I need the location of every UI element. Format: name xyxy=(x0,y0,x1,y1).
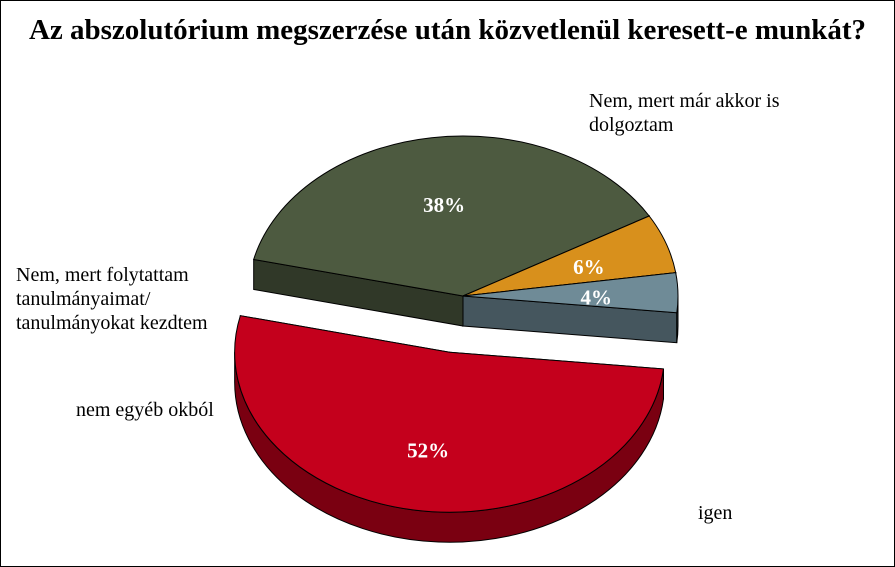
slice xyxy=(234,315,665,513)
value-label: 4% xyxy=(581,286,613,310)
category-label: igen xyxy=(698,502,733,524)
category-label: Nem, mert folytattam tanulmányaimat/ tan… xyxy=(16,264,208,334)
value-label: 38% xyxy=(423,193,465,217)
category-label: nem egyéb okból xyxy=(76,399,214,421)
value-label: 52% xyxy=(407,439,449,463)
slice xyxy=(462,272,679,314)
chart-title: Az abszolutórium megszerzése után közvet… xyxy=(28,14,867,46)
category-label: Nem, mert már akkor is dolgoztam xyxy=(589,90,780,136)
slice xyxy=(253,135,650,297)
value-label: 6% xyxy=(573,255,605,279)
